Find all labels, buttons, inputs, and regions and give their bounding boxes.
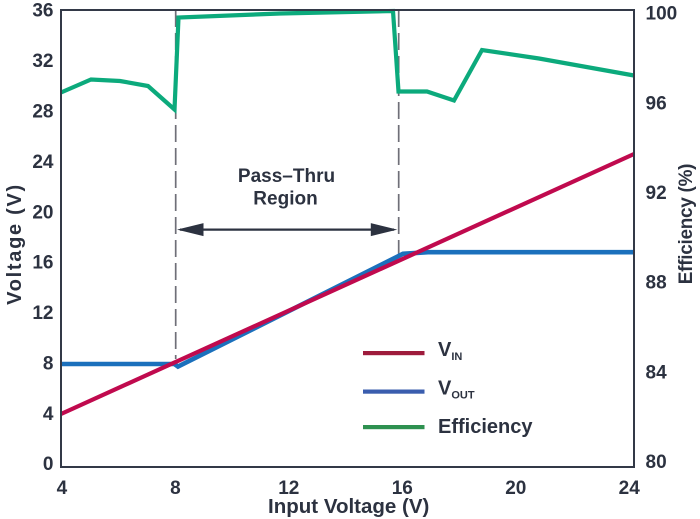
svg-text:24: 24 bbox=[619, 478, 641, 499]
svg-text:Voltage (V): Voltage (V) bbox=[4, 183, 26, 305]
svg-text:VIN: VIN bbox=[438, 339, 462, 363]
svg-text:32: 32 bbox=[32, 51, 53, 72]
svg-text:92: 92 bbox=[646, 183, 667, 204]
svg-text:100: 100 bbox=[646, 4, 678, 25]
svg-text:Efficiency: Efficiency bbox=[438, 416, 533, 438]
svg-text:VOUT: VOUT bbox=[438, 378, 475, 402]
svg-text:88: 88 bbox=[646, 273, 667, 294]
svg-text:84: 84 bbox=[646, 362, 668, 383]
svg-text:Pass–Thru: Pass–Thru bbox=[238, 166, 335, 187]
svg-text:12: 12 bbox=[278, 478, 299, 499]
svg-text:8: 8 bbox=[170, 478, 181, 499]
svg-text:Region: Region bbox=[253, 188, 317, 209]
svg-text:0: 0 bbox=[43, 454, 54, 475]
svg-text:96: 96 bbox=[646, 93, 667, 114]
svg-text:4: 4 bbox=[43, 404, 54, 425]
svg-text:Efficiency (%): Efficiency (%) bbox=[676, 164, 697, 284]
svg-text:4: 4 bbox=[57, 478, 68, 499]
svg-text:20: 20 bbox=[505, 478, 526, 499]
svg-text:16: 16 bbox=[32, 253, 53, 274]
svg-text:36: 36 bbox=[32, 1, 53, 22]
svg-text:28: 28 bbox=[32, 101, 53, 122]
svg-text:Input Voltage (V): Input Voltage (V) bbox=[268, 495, 429, 518]
svg-text:12: 12 bbox=[32, 303, 53, 324]
svg-text:24: 24 bbox=[32, 152, 54, 173]
svg-text:8: 8 bbox=[43, 353, 54, 374]
svg-text:80: 80 bbox=[646, 452, 667, 473]
svg-text:20: 20 bbox=[32, 202, 53, 223]
svg-text:16: 16 bbox=[392, 478, 413, 499]
